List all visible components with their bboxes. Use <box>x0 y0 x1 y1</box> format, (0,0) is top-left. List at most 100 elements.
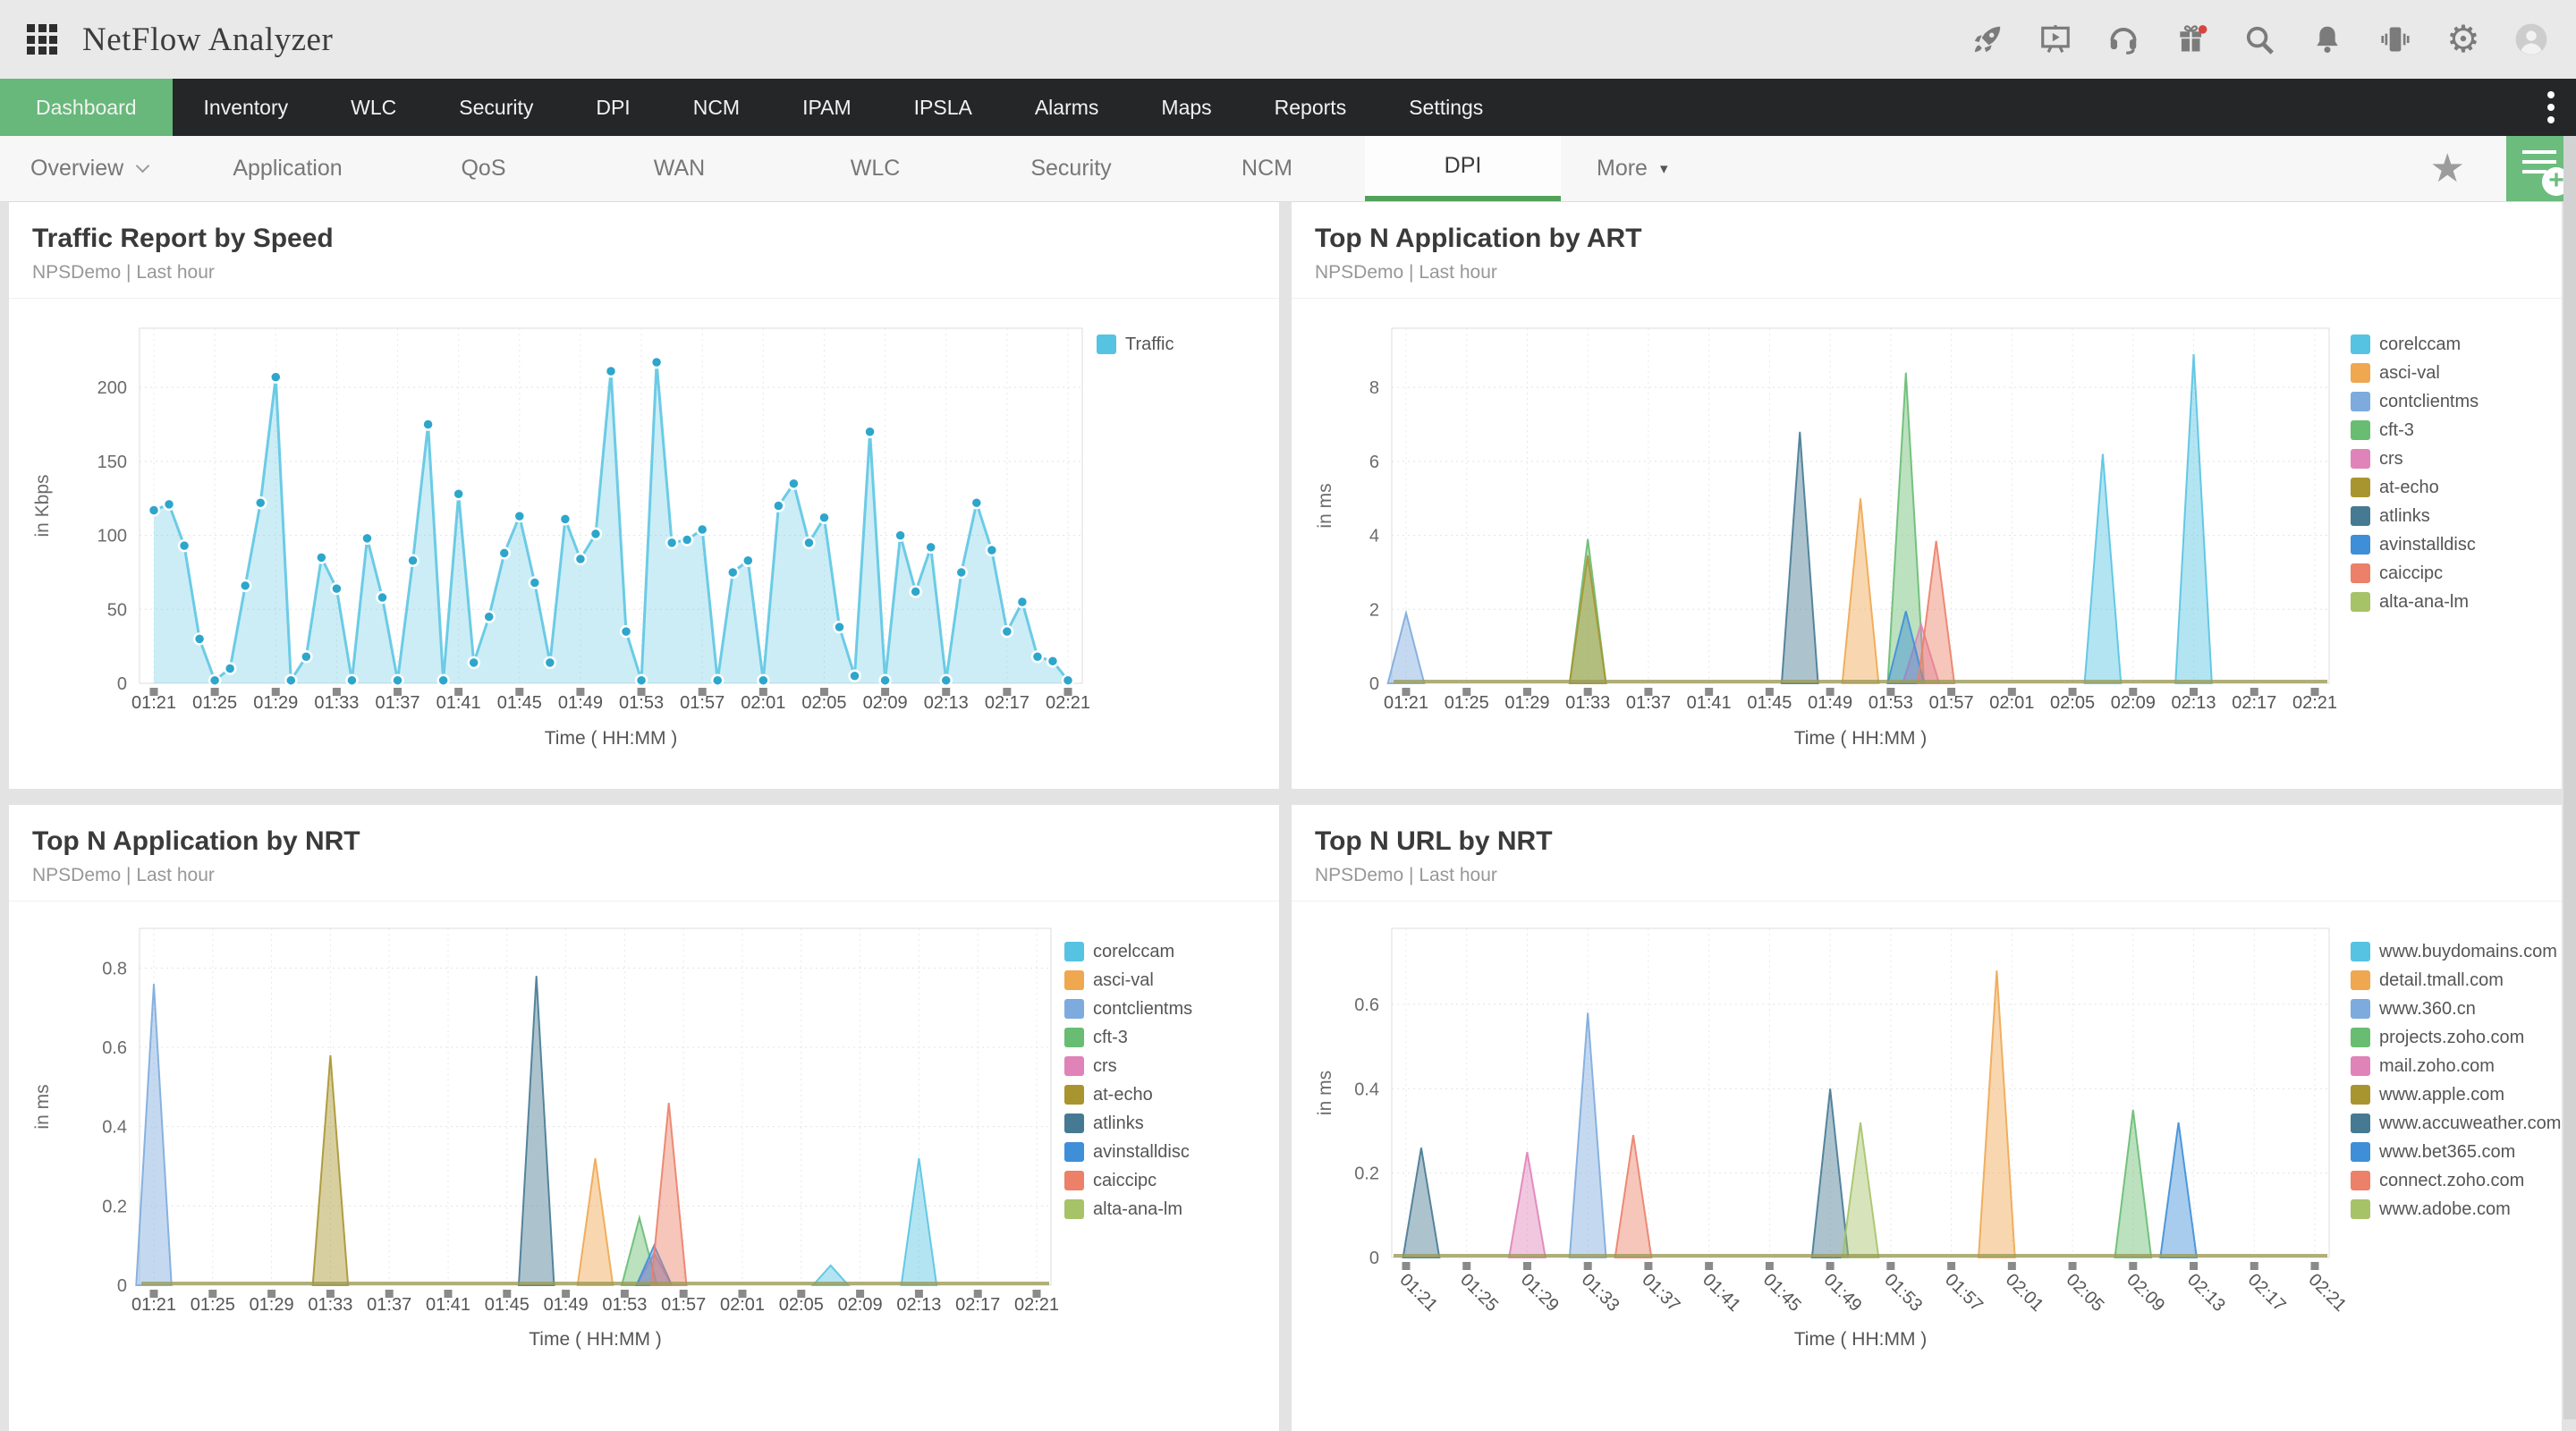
mobile-app-icon[interactable] <box>2377 21 2413 57</box>
svg-text:02:09: 02:09 <box>863 693 908 713</box>
panel-subtitle: NPSDemo | Last hour <box>1315 262 2538 284</box>
notifications-bell-icon[interactable] <box>2309 21 2345 57</box>
rocket-icon[interactable] <box>1970 21 2005 57</box>
app-launcher-icon[interactable] <box>27 24 57 55</box>
subnav-tab-wlc[interactable]: WLC <box>777 136 973 201</box>
svg-text:02:21: 02:21 <box>1014 1295 1059 1315</box>
svg-text:01:33: 01:33 <box>308 1295 352 1315</box>
panel-subtitle: NPSDemo | Last hour <box>32 262 1256 284</box>
favorite-star-icon[interactable]: ★ <box>2430 136 2506 201</box>
svg-text:Time ( HH:MM ): Time ( HH:MM ) <box>545 728 678 749</box>
svg-text:200: 200 <box>97 378 127 398</box>
svg-text:02:21: 02:21 <box>2292 693 2337 713</box>
nav-item-alarms[interactable]: Alarms <box>1004 79 1131 136</box>
svg-text:02:13: 02:13 <box>896 1295 941 1315</box>
search-icon[interactable] <box>2241 21 2277 57</box>
svg-text:01:53: 01:53 <box>619 693 664 713</box>
svg-text:01:25: 01:25 <box>1456 1270 1502 1316</box>
svg-text:mail.zoho.com: mail.zoho.com <box>2379 1056 2495 1076</box>
svg-text:01:21: 01:21 <box>131 1295 176 1315</box>
subnav-tab-ncm[interactable]: NCM <box>1169 136 1365 201</box>
nav-item-ipsla[interactable]: IPSLA <box>883 79 1004 136</box>
gift-icon[interactable] <box>2174 21 2209 57</box>
svg-text:02:01: 02:01 <box>720 1295 765 1315</box>
more-label: More <box>1597 156 1648 182</box>
svg-text:02:13: 02:13 <box>2183 1270 2229 1316</box>
svg-text:in ms: in ms <box>1315 483 1335 528</box>
demo-presentation-icon[interactable] <box>2038 21 2073 57</box>
user-avatar[interactable] <box>2513 21 2549 57</box>
svg-text:02:05: 02:05 <box>2063 1270 2108 1316</box>
app-title: NetFlow Analyzer <box>82 21 333 59</box>
nav-item-ipam[interactable]: IPAM <box>771 79 883 136</box>
svg-text:01:33: 01:33 <box>314 693 359 713</box>
svg-text:01:57: 01:57 <box>1929 693 1974 713</box>
nav-item-reports[interactable]: Reports <box>1243 79 1378 136</box>
panel-header: Top N Application by NRT NPSDemo | Last … <box>9 805 1279 902</box>
panel-traffic-report-by-speed: Traffic Report by Speed NPSDemo | Last h… <box>9 202 1279 789</box>
svg-text:Traffic: Traffic <box>1125 334 1174 354</box>
panel-top-n-application-by-nrt: Top N Application by NRT NPSDemo | Last … <box>9 805 1279 1431</box>
app-header: NetFlow Analyzer ⚙ <box>0 0 2576 79</box>
svg-text:www.adobe.com: www.adobe.com <box>2378 1199 2511 1219</box>
nav-item-dashboard[interactable]: Dashboard <box>0 79 173 136</box>
svg-text:02:05: 02:05 <box>801 693 846 713</box>
panel-header: Traffic Report by Speed NPSDemo | Last h… <box>9 202 1279 299</box>
panel-subtitle: NPSDemo | Last hour <box>1315 865 2538 886</box>
nav-item-wlc[interactable]: WLC <box>319 79 428 136</box>
dashboard-selector-label: Overview <box>30 156 123 182</box>
svg-text:01:41: 01:41 <box>1687 693 1732 713</box>
svg-text:02:13: 02:13 <box>924 693 969 713</box>
svg-text:01:25: 01:25 <box>191 1295 235 1315</box>
svg-text:50: 50 <box>107 600 127 620</box>
subnav-tab-dpi[interactable]: DPI <box>1365 136 1561 201</box>
svg-text:01:53: 01:53 <box>602 1295 647 1315</box>
svg-text:100: 100 <box>97 527 127 546</box>
panel-header: Top N URL by NRT NPSDemo | Last hour <box>1292 805 2562 902</box>
header-icon-group: ⚙ <box>1970 21 2549 57</box>
subnav-tab-wan[interactable]: WAN <box>581 136 777 201</box>
svg-text:at-echo: at-echo <box>1093 1085 1153 1105</box>
page-scrollbar[interactable] <box>2563 136 2576 1419</box>
svg-text:connect.zoho.com: connect.zoho.com <box>2379 1171 2524 1190</box>
svg-text:01:29: 01:29 <box>1517 1270 1563 1316</box>
svg-text:02:05: 02:05 <box>779 1295 824 1315</box>
nav-item-inventory[interactable]: Inventory <box>173 79 320 136</box>
nav-item-maps[interactable]: Maps <box>1130 79 1242 136</box>
svg-text:Time ( HH:MM ): Time ( HH:MM ) <box>529 1329 662 1350</box>
subnav-tab-security[interactable]: Security <box>973 136 1169 201</box>
settings-gear-icon[interactable]: ⚙ <box>2445 21 2481 57</box>
svg-text:01:21: 01:21 <box>131 693 176 713</box>
svg-text:www.accuweather.com: www.accuweather.com <box>2378 1113 2561 1133</box>
svg-text:02:21: 02:21 <box>2304 1270 2350 1316</box>
nav-overflow-menu-icon[interactable] <box>2526 79 2576 136</box>
subnav-tab-qos[interactable]: QoS <box>386 136 581 201</box>
svg-text:contclientms: contclientms <box>2379 392 2479 411</box>
svg-text:www.apple.com: www.apple.com <box>2378 1085 2504 1105</box>
svg-text:0.4: 0.4 <box>1354 1080 1379 1099</box>
svg-text:150: 150 <box>97 453 127 472</box>
panel-subtitle: NPSDemo | Last hour <box>32 865 1256 886</box>
svg-text:01:21: 01:21 <box>1395 1270 1441 1316</box>
nav-item-security[interactable]: Security <box>428 79 564 136</box>
svg-text:in ms: in ms <box>1315 1071 1335 1115</box>
more-tabs-dropdown[interactable]: More ▾ <box>1561 136 1704 201</box>
svg-text:0.4: 0.4 <box>102 1118 127 1138</box>
svg-text:02:17: 02:17 <box>985 693 1030 713</box>
support-headset-icon[interactable] <box>2106 21 2141 57</box>
svg-text:01:37: 01:37 <box>1626 693 1671 713</box>
svg-text:02:13: 02:13 <box>2172 693 2216 713</box>
nav-item-dpi[interactable]: DPI <box>564 79 661 136</box>
dashboard-selector[interactable]: Overview <box>0 136 190 201</box>
nav-item-ncm[interactable]: NCM <box>662 79 771 136</box>
main-nav: Dashboard Inventory WLC Security DPI NCM… <box>0 79 2576 136</box>
panel-top-n-application-by-art: Top N Application by ART NPSDemo | Last … <box>1292 202 2562 789</box>
svg-text:avinstalldisc: avinstalldisc <box>2379 535 2476 555</box>
nav-item-settings[interactable]: Settings <box>1377 79 1514 136</box>
subnav-tab-application[interactable]: Application <box>190 136 386 201</box>
